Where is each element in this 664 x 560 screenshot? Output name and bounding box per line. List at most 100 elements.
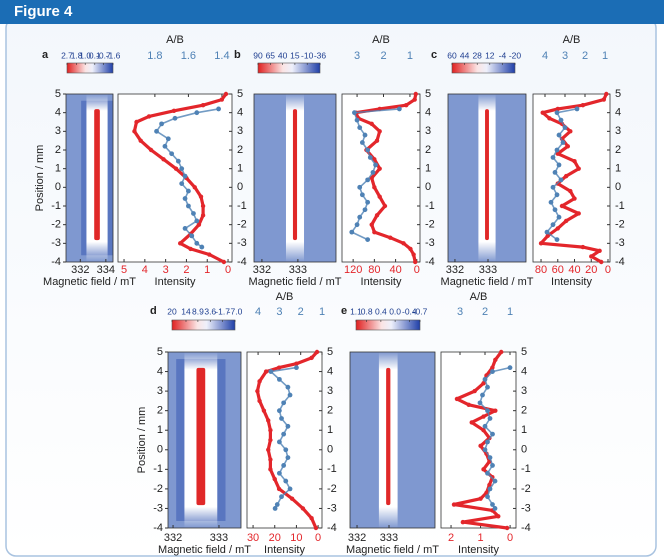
ratio-point [492, 478, 498, 484]
intensity-point [401, 241, 406, 246]
intensity-tick-label: 80 [368, 264, 380, 276]
ratio-point [396, 106, 402, 112]
heatmap-frame [349, 351, 436, 529]
intensity-point [257, 398, 262, 404]
intensity-point [563, 218, 569, 224]
ratio-point [554, 110, 560, 116]
intensity-point [178, 241, 183, 246]
intensity-point [146, 114, 152, 119]
y-tick-label: 0 [157, 444, 163, 456]
ratio-point [550, 184, 556, 190]
intensity-tick-label: 20 [269, 532, 281, 544]
colorbar-tick-label: -0.7 [96, 50, 111, 60]
intensity-point [478, 496, 483, 501]
intensity-tick-label: 4 [142, 264, 148, 276]
ratio-point [283, 478, 289, 484]
intensity-point [207, 252, 212, 257]
intensity-point [200, 203, 206, 209]
position-tick-label: -1 [425, 200, 435, 212]
profile-x-label: Intensity [458, 544, 499, 556]
intensity-point [266, 418, 271, 423]
intensity-point [478, 443, 483, 449]
intensity-point [451, 502, 457, 507]
intensity-point [196, 222, 202, 227]
position-tick-label: 0 [615, 181, 621, 193]
intensity-point [412, 97, 417, 102]
ratio-tick-label: 3 [457, 306, 463, 318]
intensity-tick-label: 0 [414, 264, 420, 276]
colorbar-tick-label: -0.7 [413, 306, 428, 316]
ratio-point [281, 431, 287, 437]
ratio-tick-label: 1.8 [147, 50, 162, 62]
position-tick-label: 0 [327, 444, 333, 456]
y-tick-label: -2 [153, 483, 163, 495]
x-tick-label: 332 [446, 264, 464, 276]
x-axis-label: Magnetic field / mT [441, 276, 534, 288]
y-axis-label: Position / mm [136, 407, 148, 474]
ratio-point [281, 463, 287, 468]
profile-x-label: Intensity [361, 276, 402, 288]
profile-x-label: Intensity [264, 544, 305, 556]
ratio-point [159, 121, 164, 127]
heatmap-frame [447, 93, 527, 263]
position-tick-label: -1 [615, 200, 625, 212]
header-band [0, 0, 664, 24]
colorbar-tick-label: 40 [278, 50, 288, 60]
heatmap-red-band [196, 367, 206, 506]
intensity-tick-label: 0 [605, 264, 611, 276]
intensity-point [469, 420, 474, 425]
intensity-point [268, 457, 273, 462]
intensity-point [261, 408, 267, 413]
intensity-point [148, 147, 154, 153]
panel-label: e [341, 305, 347, 317]
intensity-point [132, 129, 137, 134]
intensity-point [372, 185, 377, 190]
profile-frame [246, 351, 323, 529]
colorbar-tick-label: 2.7 [61, 50, 73, 60]
position-tick-label: 1 [237, 163, 243, 175]
y-tick-label: 1 [157, 424, 163, 436]
intensity-tick-label: 1 [204, 264, 210, 276]
colorbar-tick-label: 0.0 [389, 306, 401, 316]
ratio-point [194, 240, 200, 246]
ratio-point [179, 166, 185, 172]
intensity-point [276, 365, 282, 370]
intensity-tick-label: 20 [585, 264, 597, 276]
intensity-point [266, 447, 271, 452]
profile-title: A/B [276, 291, 294, 303]
ratio-point [169, 151, 175, 157]
ratio-tick-label: 4 [255, 306, 261, 318]
intensity-point [404, 103, 409, 108]
colorbar-tick-label: -0.4 [402, 306, 417, 316]
ratio-point [485, 439, 490, 445]
colorbar-tick-label: 28 [472, 50, 482, 60]
intensity-point [576, 166, 581, 171]
ratio-point [276, 470, 282, 476]
intensity-point [309, 516, 314, 521]
intensity-point [540, 110, 545, 115]
intensity-tick-label: 5 [121, 264, 127, 276]
ratio-point [285, 384, 291, 390]
intensity-point [559, 203, 565, 209]
ratio-point [365, 177, 371, 183]
x-tick-label: 332 [348, 532, 366, 544]
colorbar-tick-label: 90 [253, 50, 263, 60]
position-tick-label: 5 [425, 88, 431, 100]
intensity-point [408, 246, 413, 252]
intensity-point [572, 196, 577, 201]
panel-label: b [234, 49, 241, 61]
intensity-point [545, 233, 550, 239]
intensity-point [300, 506, 306, 511]
profile-x-label: Intensity [155, 276, 196, 288]
intensity-tick-label: 2 [183, 264, 189, 276]
ratio-tick-label: 1 [507, 306, 513, 318]
intensity-point [493, 408, 498, 413]
y-tick-label: -4 [51, 256, 61, 268]
intensity-point [173, 166, 179, 171]
intensity-point [377, 166, 382, 171]
figure-title: Figure 4 [14, 3, 73, 20]
ratio-point [359, 192, 365, 198]
ratio-point [199, 244, 205, 250]
position-tick-label: -1 [237, 200, 247, 212]
ratio-point [349, 229, 355, 235]
